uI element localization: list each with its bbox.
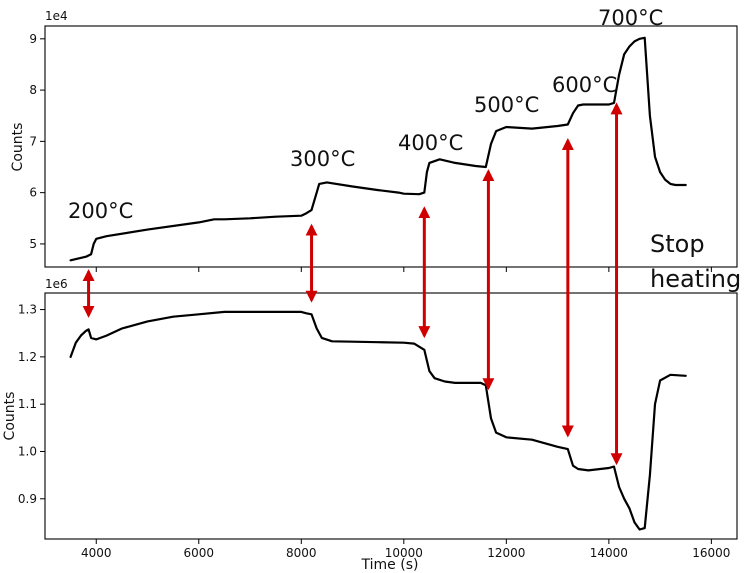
- stop-heating-line2: heating: [650, 265, 741, 293]
- bottom-y-axis-label: Counts: [2, 392, 18, 441]
- bottom-xtick-label: 12000: [487, 546, 525, 560]
- bottom-xtick-label: 4000: [81, 546, 112, 560]
- annotation-600c: 600°C: [552, 73, 617, 97]
- bottom-xtick-label: 14000: [590, 546, 628, 560]
- bottom-xtick-label: 16000: [692, 546, 730, 560]
- top-offset-label: 1e4: [45, 9, 68, 23]
- annotation-300c: 300°C: [290, 147, 355, 171]
- top-ytick-label: 8: [29, 83, 37, 97]
- bottom-y-ticks: 0.9 1.0 1.1 1.2 1.3: [18, 303, 45, 506]
- bottom-xtick-label: 10000: [385, 546, 423, 560]
- stop-heating-label: Stop heating: [650, 230, 741, 293]
- top-x-ticks: [95, 267, 712, 272]
- bottom-offset-label: 1e6: [45, 277, 68, 291]
- bottom-plot-frame: [44, 292, 738, 540]
- bottom-ytick-label: 1.3: [18, 303, 37, 317]
- bottom-panel: 1e6 Counts Time (s) 0.9 1.0 1.1 1.2 1.3 4000…: [2, 277, 738, 573]
- top-ytick-label: 6: [29, 186, 37, 200]
- annotation-200c: 200°C: [68, 199, 133, 223]
- annotation-500c: 500°C: [474, 93, 539, 117]
- bottom-ytick-label: 1.1: [18, 397, 37, 411]
- top-ytick-label: 5: [29, 237, 37, 251]
- top-ytick-label: 9: [29, 32, 37, 46]
- top-ytick-label: 7: [29, 134, 37, 148]
- bottom-ytick-label: 0.9: [18, 492, 37, 506]
- top-plot-frame: [44, 25, 738, 268]
- top-panel: 1e4 Counts 5 6 7 8 9 200°C 300°C 400°C 500°C…: [10, 6, 738, 272]
- red-arrows: [82, 102, 623, 466]
- top-series-line: [69, 36, 687, 262]
- stop-heating-line1: Stop: [650, 230, 705, 258]
- annotation-400c: 400°C: [398, 131, 463, 155]
- bottom-ytick-label: 1.2: [18, 350, 37, 364]
- bottom-x-axis-label: Time (s): [361, 557, 419, 573]
- bottom-ytick-label: 1.0: [18, 444, 37, 458]
- annotation-700c: 700°C: [598, 6, 663, 30]
- bottom-series-line: [69, 310, 687, 531]
- top-y-ticks: 5 6 7 8 9: [29, 32, 45, 251]
- top-y-axis-label: Counts: [10, 123, 26, 172]
- bottom-x-ticks: 4000 6000 8000 10000 12000 14000 16000: [81, 539, 730, 560]
- bottom-xtick-label: 8000: [286, 546, 317, 560]
- bottom-xtick-label: 6000: [184, 546, 215, 560]
